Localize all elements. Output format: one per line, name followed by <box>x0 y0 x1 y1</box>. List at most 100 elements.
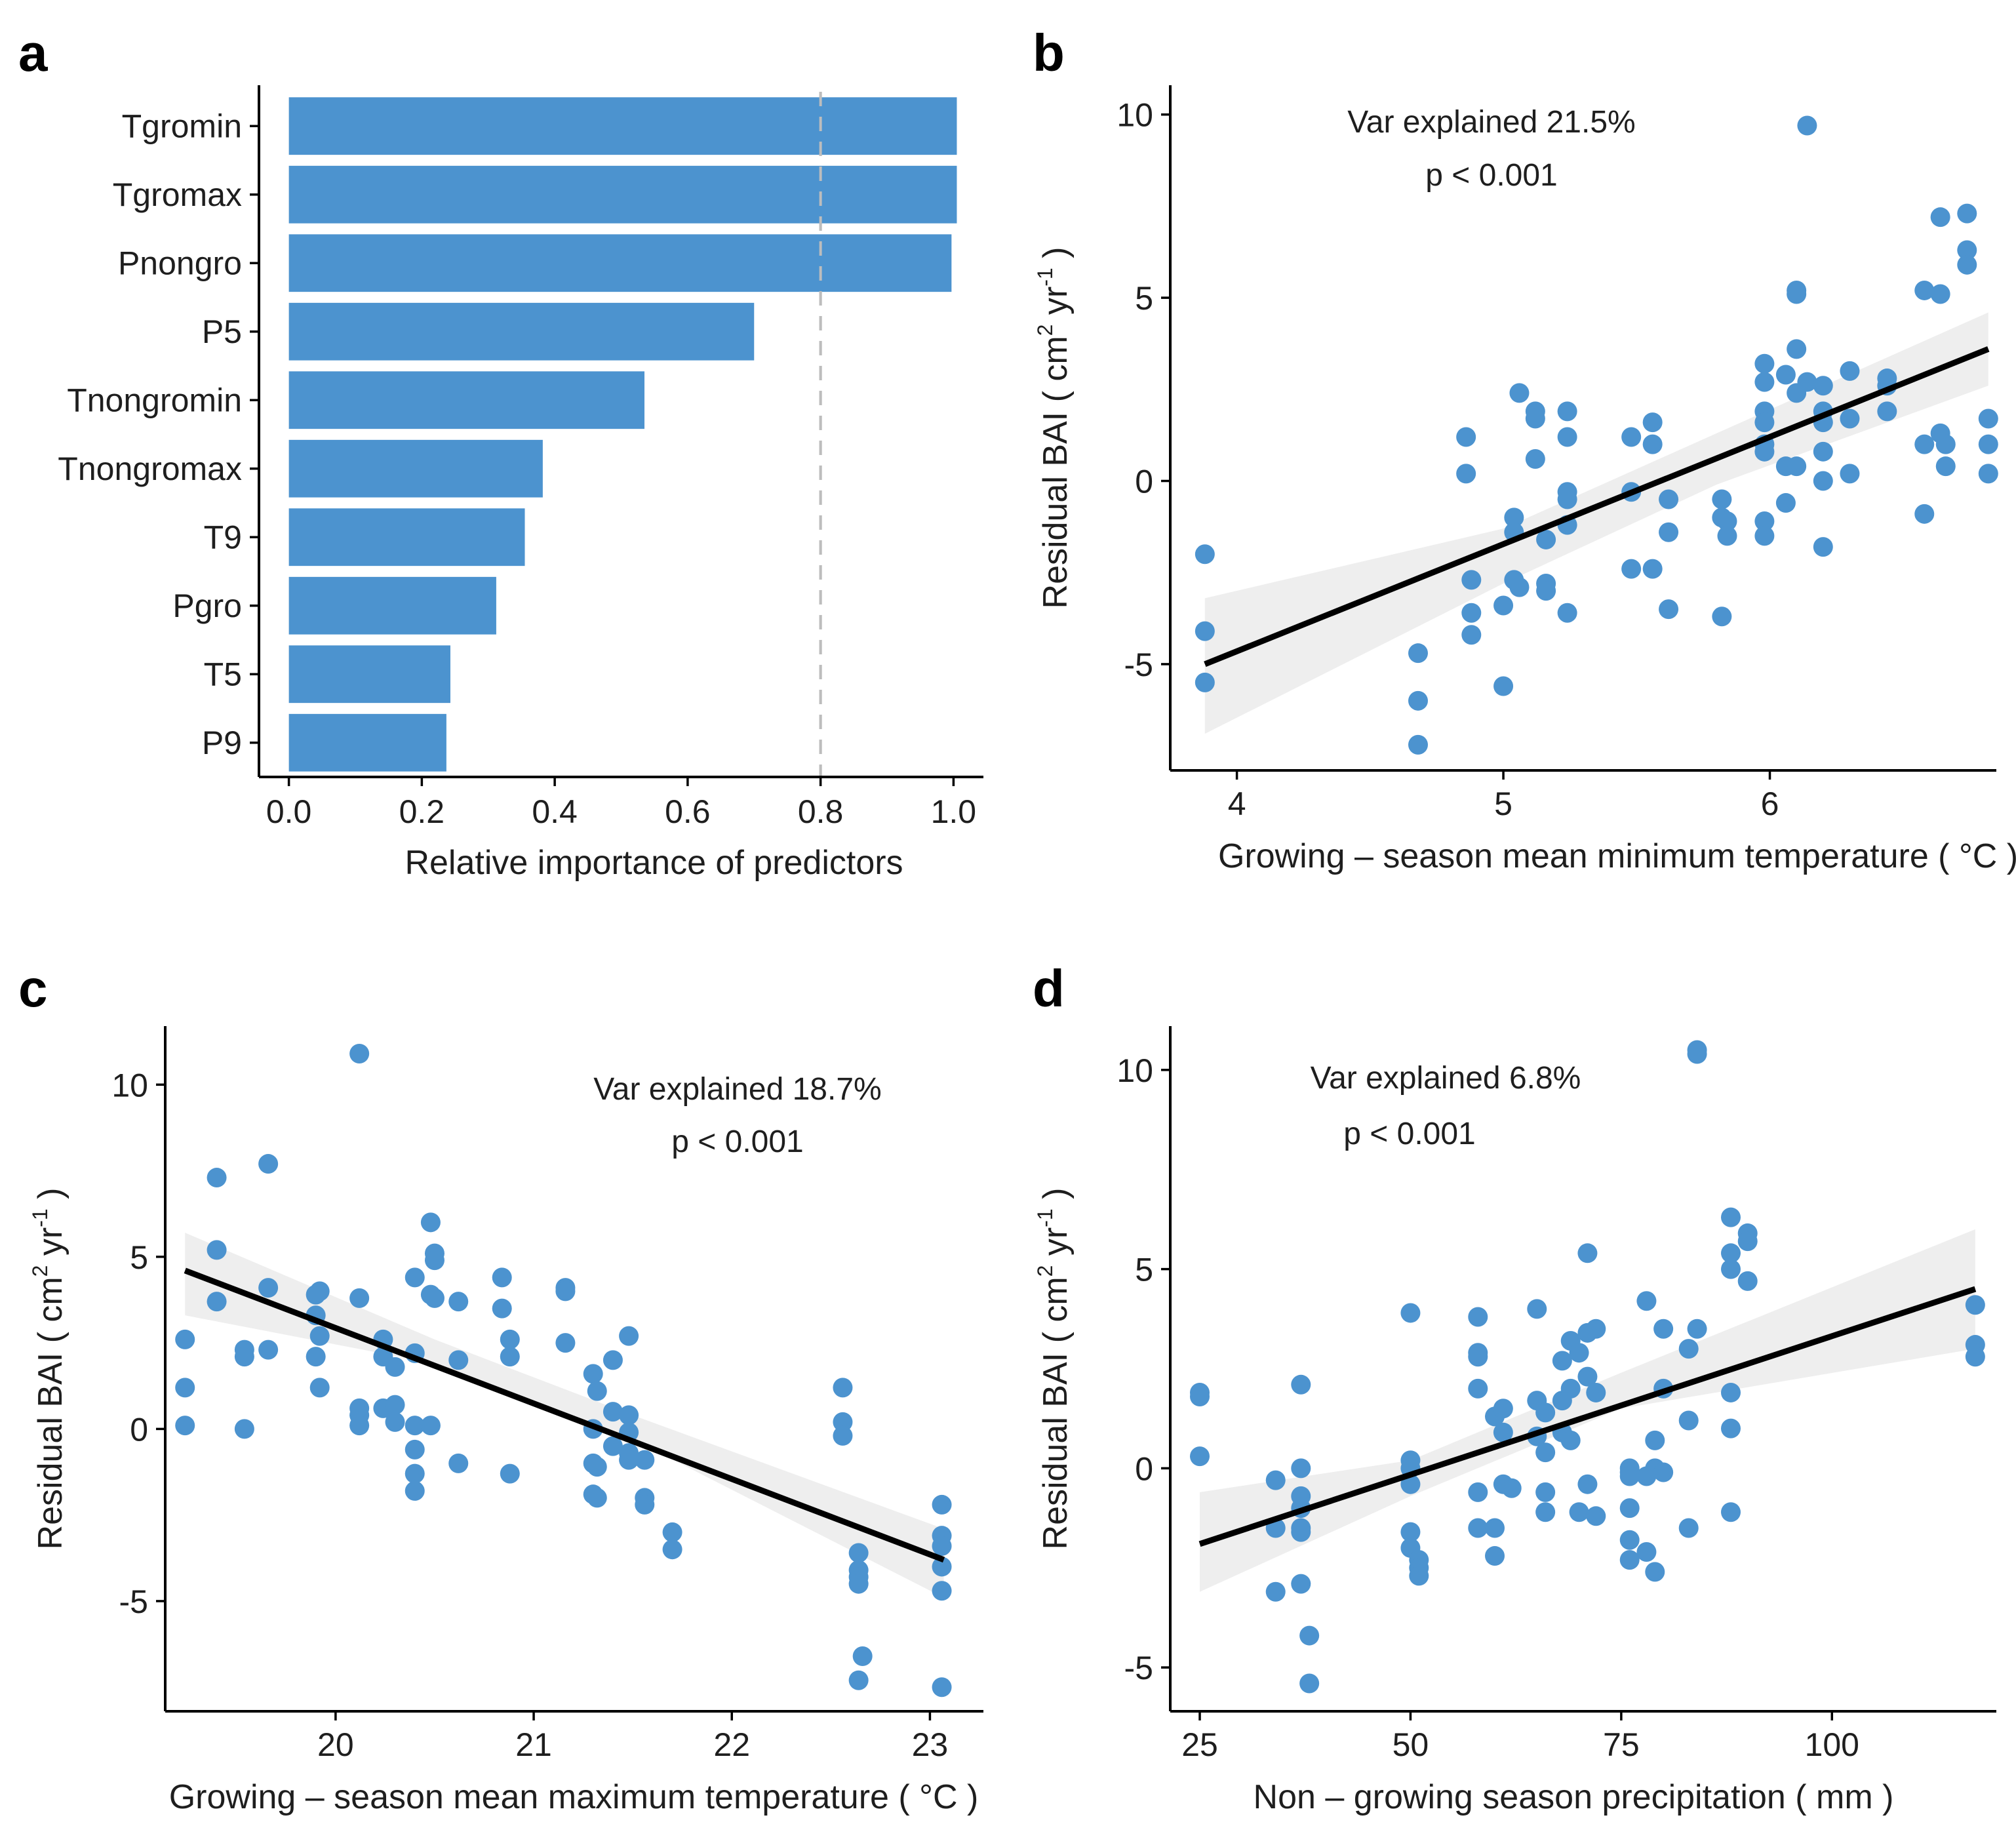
data-point <box>1190 1446 1210 1467</box>
p-value-annotation: p < 0.001 <box>1343 1117 1476 1151</box>
data-point <box>385 1395 405 1415</box>
data-point <box>1754 441 1775 462</box>
data-point <box>1619 1498 1640 1519</box>
data-point <box>1461 625 1482 645</box>
data-point <box>1468 1518 1488 1538</box>
data-point <box>1914 504 1935 524</box>
data-point <box>619 1326 639 1346</box>
data-point <box>1813 376 1833 396</box>
fit-line-group <box>1204 346 1990 667</box>
data-point <box>1195 621 1215 641</box>
data-point <box>1642 412 1663 433</box>
data-point <box>1501 1478 1522 1498</box>
data-point <box>1642 434 1663 454</box>
data-point <box>1456 464 1476 484</box>
data-point <box>1557 603 1577 623</box>
data-point <box>848 1670 869 1690</box>
x-axis-title: Growing – season mean maximum temperatur… <box>169 1778 979 1816</box>
data-point <box>1721 1502 1741 1522</box>
y-tick-label: 10 <box>1117 1052 1153 1089</box>
bar <box>288 302 755 361</box>
y-axis-title: Residual BAI ( cm2 yr-1 ) <box>1033 247 1075 609</box>
data-point <box>1291 1374 1311 1395</box>
data-point <box>833 1412 853 1432</box>
data-point <box>635 1450 655 1470</box>
data-point <box>1493 595 1514 616</box>
data-point <box>385 1357 405 1377</box>
data-point <box>1468 1347 1488 1367</box>
data-point <box>1787 284 1807 304</box>
data-point <box>1493 1399 1513 1419</box>
data-point <box>833 1425 853 1446</box>
data-point <box>1840 408 1860 429</box>
y-axis-title-sup: 2 <box>1033 1265 1057 1277</box>
data-point <box>603 1350 623 1370</box>
data-point <box>1291 1522 1311 1542</box>
data-point <box>1509 577 1530 597</box>
bar <box>288 713 446 772</box>
data-point <box>1775 493 1796 513</box>
data-point <box>1535 1482 1556 1502</box>
data-point <box>1265 1581 1286 1602</box>
panel-d-scatter: 25 50 75 100 -5 0 5 10 Var explained 6.8% p < … <box>1033 1026 1996 1816</box>
y-tick-label: -5 <box>119 1583 148 1620</box>
data-point <box>1930 284 1950 304</box>
data-point <box>1653 1462 1674 1482</box>
data-point <box>619 1450 639 1470</box>
var-explained-annotation: Var explained 6.8% <box>1311 1061 1581 1096</box>
x-tick-label: 23 <box>912 1726 949 1763</box>
category-label: Pnongro <box>118 245 242 281</box>
data-point <box>1721 1207 1741 1227</box>
data-point <box>932 1494 952 1515</box>
data-point <box>1577 1474 1598 1494</box>
data-point <box>448 1453 469 1473</box>
bar <box>288 645 450 704</box>
bar-series <box>288 92 957 777</box>
data-point <box>555 1333 576 1353</box>
data-point <box>424 1288 445 1308</box>
data-point <box>500 1347 520 1367</box>
regression-line <box>184 1267 945 1563</box>
y-axis-title-text: Residual BAI ( cm <box>1037 336 1075 608</box>
p-value-annotation: p < 0.001 <box>671 1124 804 1159</box>
y-axis-title-text: yr <box>1037 287 1075 325</box>
axes <box>1169 85 1996 772</box>
data-point <box>1586 1506 1606 1526</box>
data-point <box>234 1419 254 1439</box>
data-point <box>852 1646 873 1666</box>
data-point <box>1408 734 1428 755</box>
data-point <box>1813 471 1833 491</box>
data-point <box>405 1480 425 1501</box>
data-point <box>932 1677 952 1698</box>
y-tick-label: 0 <box>1135 464 1153 500</box>
y-axis-title-text: ) <box>31 1188 69 1209</box>
x-tick-label: 0.2 <box>399 793 445 830</box>
data-point <box>1636 1291 1657 1311</box>
y-axis-title-text: ) <box>1037 247 1075 268</box>
axes <box>1169 1026 1996 1713</box>
data-point <box>848 1543 869 1563</box>
category-label: Tgromin <box>122 108 242 144</box>
bar <box>288 234 952 292</box>
data-point <box>1291 1574 1311 1594</box>
data-point <box>420 1212 441 1233</box>
data-point <box>1408 690 1428 711</box>
data-point <box>448 1292 469 1312</box>
y-tick-label: 10 <box>1117 97 1153 134</box>
panel-letter-a: a <box>18 24 48 82</box>
y-axis-title-text: yr <box>31 1227 69 1265</box>
data-point <box>1509 383 1530 403</box>
fit-line-group <box>1198 1286 1977 1547</box>
data-point <box>1721 1382 1741 1402</box>
data-point <box>448 1350 469 1370</box>
x-tick-label: 1.0 <box>931 793 977 830</box>
data-point <box>1840 361 1860 381</box>
data-point <box>1557 489 1577 509</box>
data-point <box>1525 408 1545 429</box>
bar <box>288 97 957 155</box>
data-point <box>207 1240 227 1260</box>
data-point <box>1653 1319 1674 1339</box>
data-point <box>1754 412 1775 433</box>
data-point <box>258 1154 279 1174</box>
